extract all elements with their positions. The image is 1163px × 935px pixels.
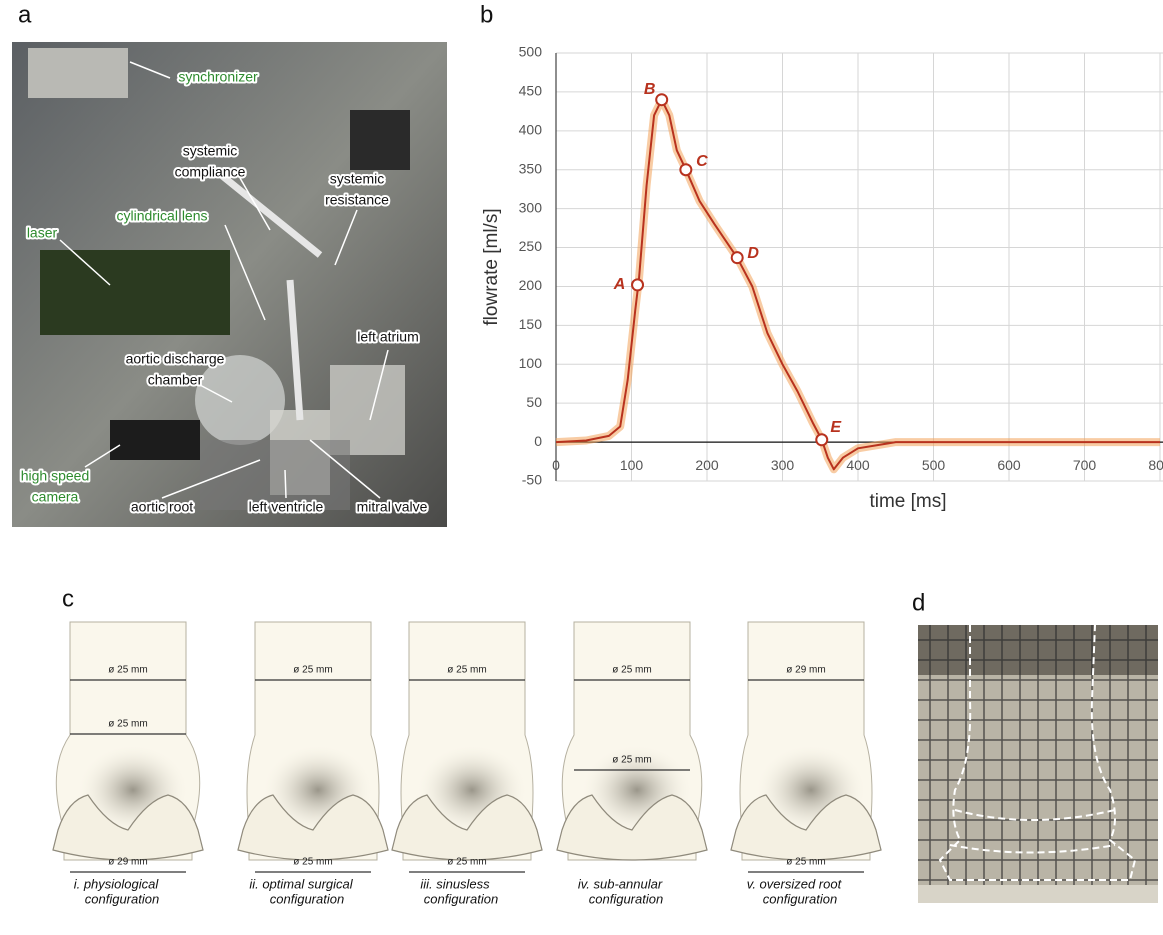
- panel-letter: b: [480, 1, 493, 28]
- photo-label: aortic discharge: [126, 351, 225, 367]
- y-tick-label: 350: [519, 160, 543, 176]
- photo-label: left ventricle: [249, 499, 324, 515]
- y-tick-label: 250: [519, 238, 543, 254]
- panel-letter: d: [912, 589, 925, 616]
- dimension-label: ø 25 mm: [447, 857, 486, 868]
- dimension-label: ø 25 mm: [447, 665, 486, 676]
- photo-label: camera: [32, 489, 79, 505]
- annotation-point: [632, 279, 643, 290]
- config-caption: iii. sinusless: [420, 876, 490, 891]
- flow-chart: -500501001502002503003504004505000100200…: [481, 44, 1163, 512]
- y-tick-label: -50: [522, 472, 542, 488]
- photo-label: cylindrical lens: [116, 208, 207, 224]
- x-axis-label: time [ms]: [869, 491, 946, 512]
- config-caption: v. oversized root: [747, 876, 843, 891]
- config-caption: configuration: [424, 891, 498, 906]
- dimension-label: ø 25 mm: [108, 665, 147, 676]
- plot-area: [556, 53, 1163, 481]
- annotation-point: [816, 434, 827, 445]
- y-tick-label: 400: [519, 122, 543, 138]
- config-caption: iv. sub-annular: [578, 876, 663, 891]
- photo-model: [918, 625, 1158, 903]
- config-caption: i. physiological: [74, 876, 160, 891]
- x-tick-label: 600: [997, 457, 1021, 473]
- config-caption: configuration: [270, 891, 344, 906]
- photo-label: systemic: [183, 143, 237, 159]
- dimension-label: ø 25 mm: [612, 665, 651, 676]
- config-caption: configuration: [85, 891, 159, 906]
- annotation-point: [680, 164, 691, 175]
- photo-label: laser: [27, 225, 58, 241]
- figure: -500501001502002503003504004505000100200…: [0, 0, 1163, 935]
- y-tick-label: 0: [534, 433, 542, 449]
- leader-line: [285, 470, 286, 498]
- photo-label: mitral valve: [357, 499, 428, 515]
- annotation-point: [656, 94, 667, 105]
- dimension-label: ø 29 mm: [108, 857, 147, 868]
- photo-label: synchronizer: [178, 69, 258, 85]
- annotation-point: [732, 252, 743, 263]
- x-tick-label: 500: [922, 457, 946, 473]
- y-tick-label: 300: [519, 199, 543, 215]
- photo-label: compliance: [175, 164, 246, 180]
- y-tick-label: 200: [519, 277, 543, 293]
- x-tick-label: 400: [846, 457, 870, 473]
- dimension-label: ø 25 mm: [293, 857, 332, 868]
- annotation-label: C: [696, 153, 708, 170]
- photo-label: aortic root: [131, 499, 193, 515]
- y-tick-label: 100: [519, 355, 543, 371]
- photo-label: left atrium: [357, 329, 418, 345]
- dimension-label: ø 25 mm: [786, 857, 825, 868]
- x-tick-label: 200: [695, 457, 719, 473]
- panel-letter: a: [18, 1, 32, 28]
- config-caption: configuration: [763, 891, 837, 906]
- dimension-label: ø 29 mm: [786, 665, 825, 676]
- photo-label: systemic: [330, 171, 384, 187]
- y-tick-label: 50: [526, 394, 542, 410]
- config-caption: configuration: [589, 891, 663, 906]
- dimension-label: ø 25 mm: [612, 755, 651, 766]
- annotation-label: E: [830, 419, 842, 436]
- y-tick-label: 150: [519, 316, 543, 332]
- photo-label: chamber: [148, 372, 203, 388]
- photo-setup: [12, 42, 447, 527]
- dimension-label: ø 25 mm: [108, 719, 147, 730]
- annotation-label: B: [644, 81, 656, 98]
- x-tick-label: 100: [620, 457, 644, 473]
- x-tick-label: 300: [771, 457, 795, 473]
- annotation-label: A: [613, 276, 626, 293]
- photo-label: resistance: [325, 192, 389, 208]
- y-tick-label: 450: [519, 83, 543, 99]
- x-tick-label: 700: [1073, 457, 1097, 473]
- dimension-label: ø 25 mm: [293, 665, 332, 676]
- photo-label: high speed: [21, 468, 90, 484]
- annotation-label: D: [747, 245, 759, 262]
- config-caption: ii. optimal surgical: [249, 876, 353, 891]
- panel-letter: c: [62, 585, 74, 612]
- x-tick-label: 800: [1148, 457, 1163, 473]
- y-axis-label: flowrate [ml/s]: [481, 208, 502, 325]
- y-tick-label: 500: [519, 44, 543, 60]
